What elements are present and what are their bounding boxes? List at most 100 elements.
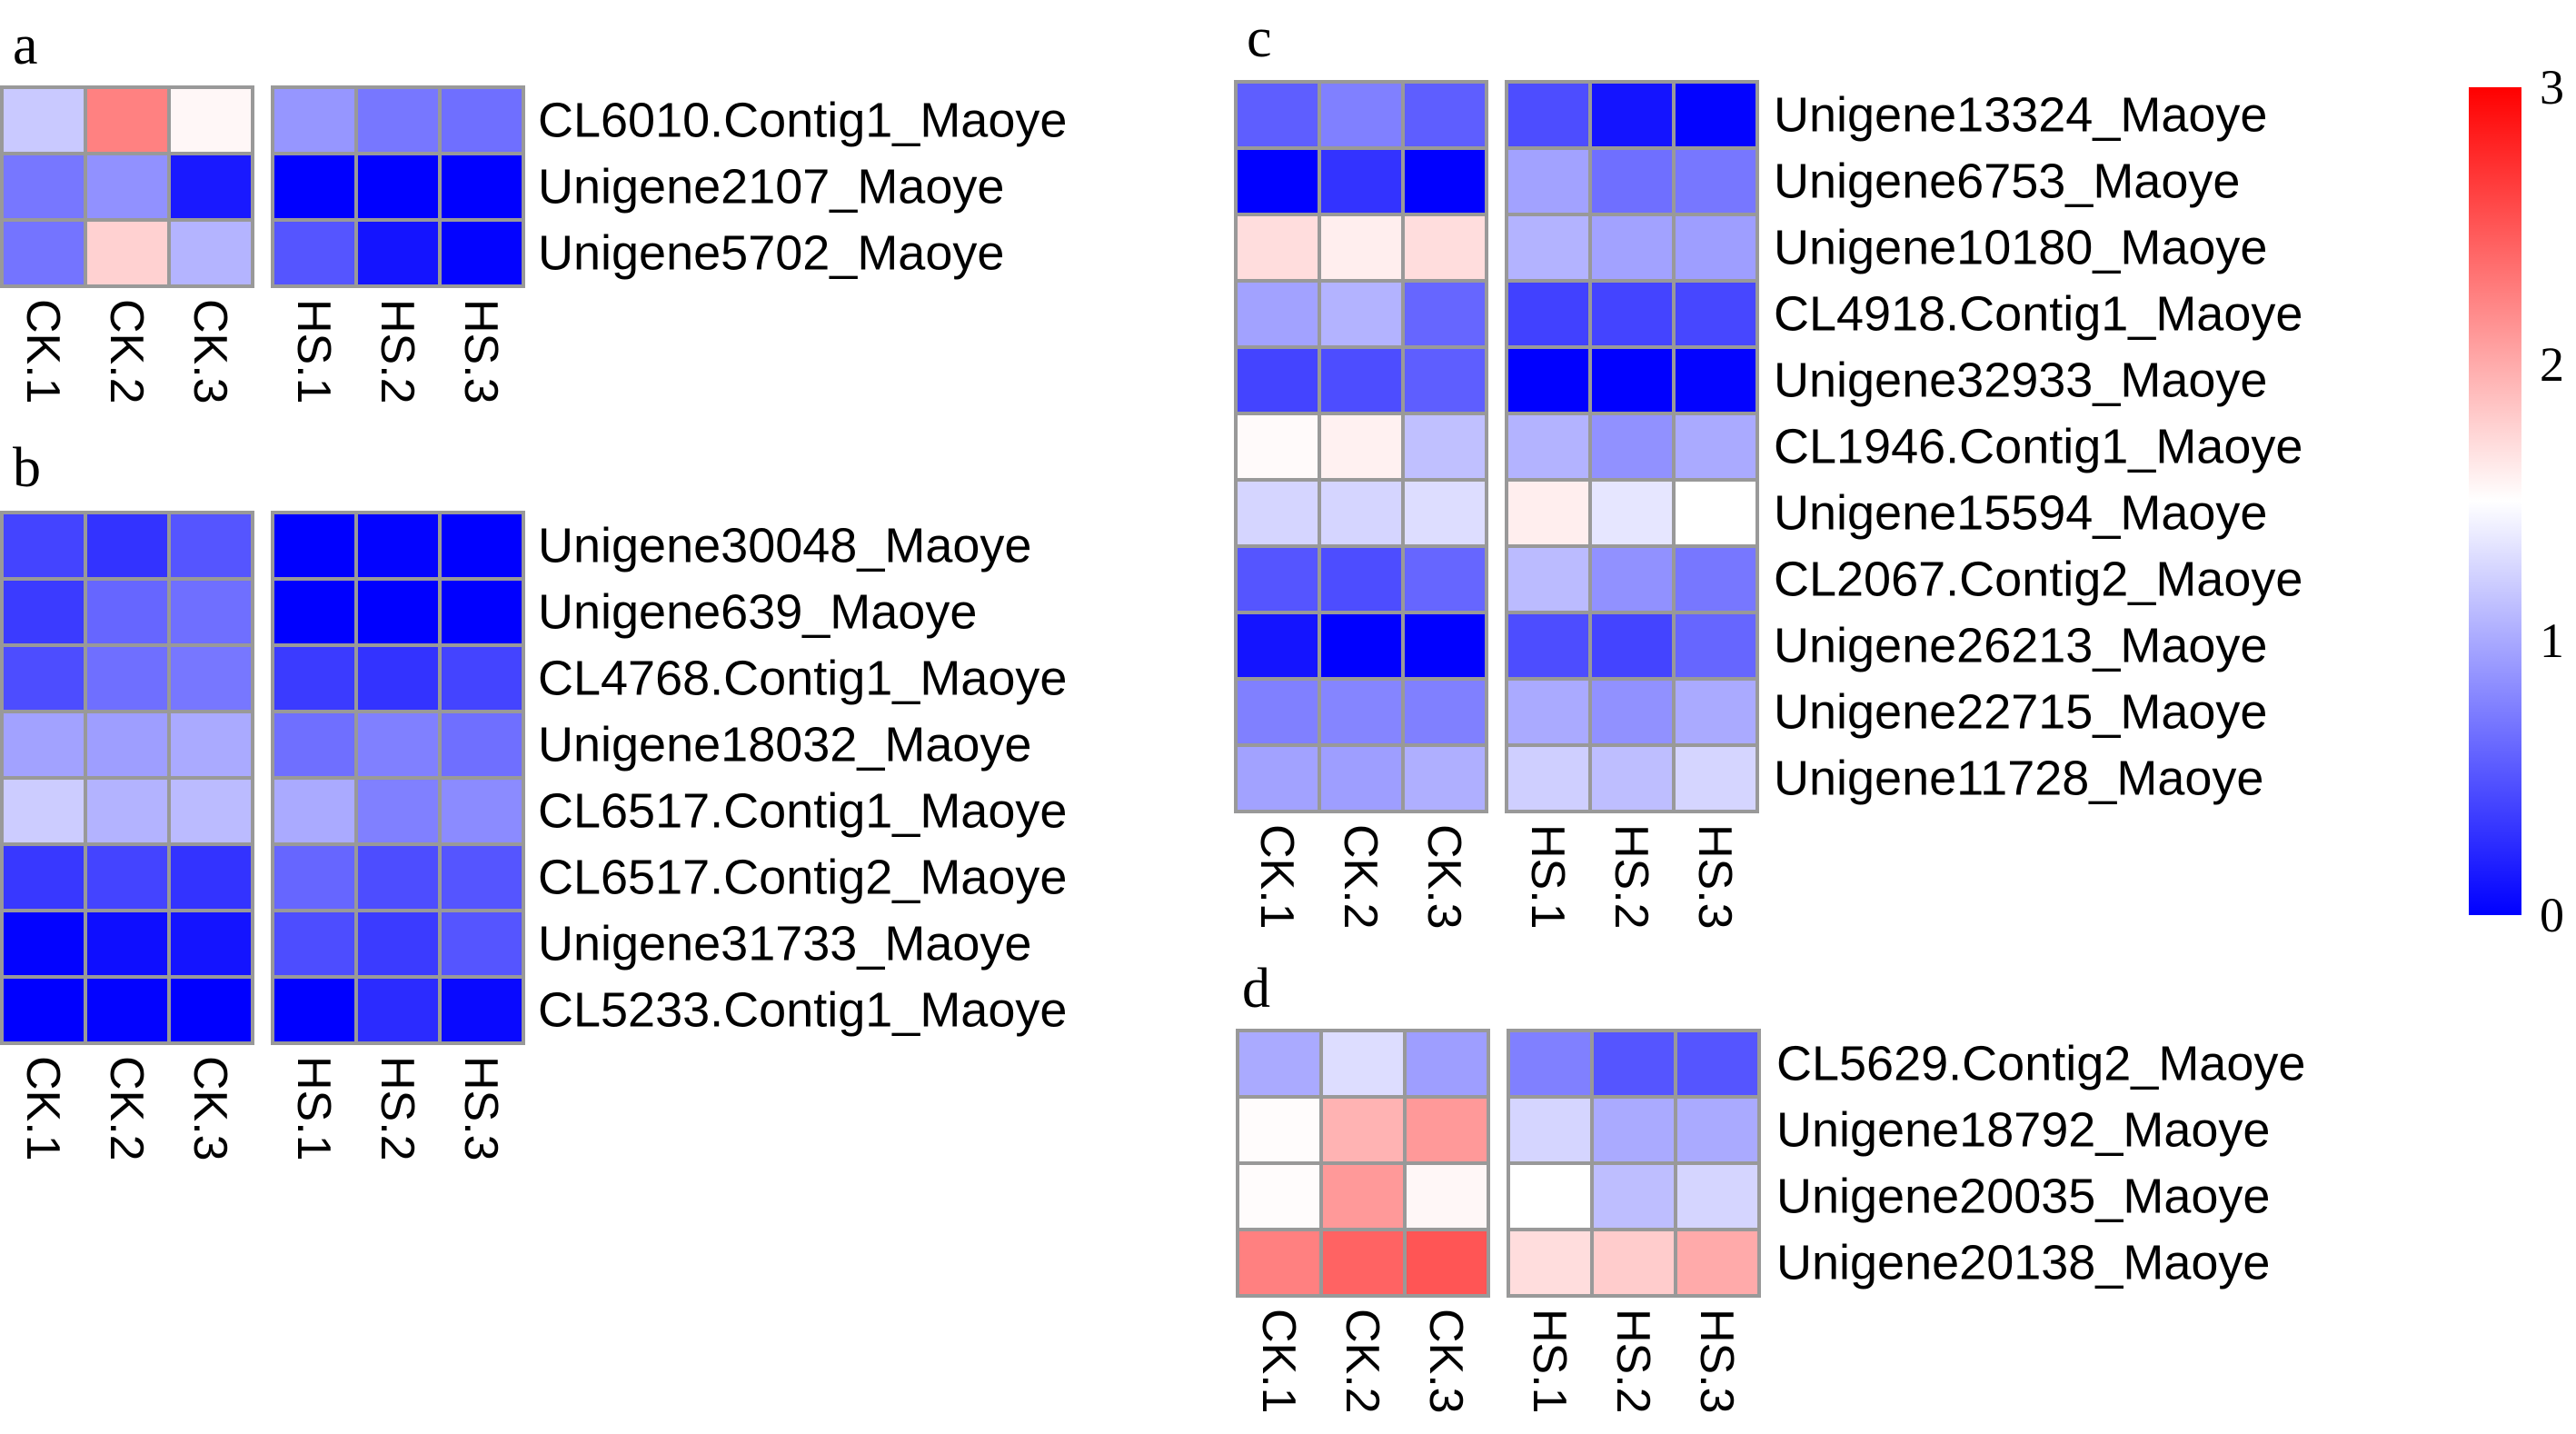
row-label: Unigene11728_Maoye — [1774, 752, 2263, 806]
heatmap-cell — [274, 155, 354, 218]
heatmap-cell — [171, 222, 251, 284]
heatmap-cell — [1594, 1032, 1674, 1095]
row-label: CL2067.Contig2_Maoye — [1774, 553, 2302, 607]
heatmap-cell — [1321, 415, 1401, 478]
column-label: CK.1 — [1252, 1309, 1305, 1414]
colorbar — [2469, 87, 2521, 915]
heatmap-cell — [1405, 482, 1485, 544]
heatmap-cell — [171, 846, 251, 909]
heatmap-cell — [1508, 84, 1588, 146]
heatmap-cell — [171, 89, 251, 152]
heatmap-cell — [1510, 1165, 1590, 1228]
heatmap-cell — [1592, 84, 1672, 146]
heatmap-cell — [4, 514, 84, 577]
heatmap-cell — [1323, 1165, 1403, 1228]
heatmap-cell — [1508, 614, 1588, 677]
row-label: Unigene18792_Maoye — [1776, 1103, 2270, 1158]
heatmap-cell — [1321, 614, 1401, 677]
row-label: Unigene2107_Maoye — [538, 160, 1004, 214]
row-label: Unigene6753_Maoye — [1774, 154, 2240, 209]
heatmap-cell — [1405, 415, 1485, 478]
colorbar-tick-3: 3 — [2540, 60, 2564, 115]
heatmap-cell — [1592, 150, 1672, 213]
heatmap-cell — [1508, 415, 1588, 478]
heatmap-cell — [1676, 150, 1755, 213]
heatmap-cell — [4, 581, 84, 643]
heatmap-cell — [4, 647, 84, 710]
row-label: Unigene5702_Maoye — [538, 226, 1004, 281]
heatmap-cell — [358, 912, 438, 975]
heatmap-cell — [4, 846, 84, 909]
column-label: HS.3 — [454, 299, 507, 404]
panel-label-d: d — [1242, 958, 1270, 1020]
row-label: Unigene13324_Maoye — [1774, 88, 2267, 143]
heatmap-cell — [274, 979, 354, 1041]
heatmap-cell — [1238, 84, 1318, 146]
heatmap-cell — [1407, 1032, 1487, 1095]
row-label: CL1946.Contig1_Maoye — [1774, 420, 2302, 474]
heatmap-cell — [171, 912, 251, 975]
heatmap-cell — [358, 846, 438, 909]
heatmap-cell — [1508, 681, 1588, 743]
heatmap-cell — [358, 514, 438, 577]
heatmap-cell — [1321, 681, 1401, 743]
heatmap-cell — [1592, 614, 1672, 677]
heatmap-cell — [1592, 681, 1672, 743]
column-label: HS.1 — [287, 1056, 340, 1161]
column-label: HS.3 — [454, 1056, 507, 1161]
heatmap-cell — [1321, 747, 1401, 810]
heatmap-cell — [1238, 349, 1318, 412]
heatmap-cell — [1592, 747, 1672, 810]
heatmap-cell — [1592, 415, 1672, 478]
heatmap-cell — [1676, 548, 1755, 611]
heatmap-cell — [442, 89, 522, 152]
heatmap-cell — [1676, 415, 1755, 478]
heatmap-cell — [4, 912, 84, 975]
heatmap-cell — [1510, 1231, 1590, 1294]
heatmap-cell — [171, 647, 251, 710]
heatmap-cell — [442, 581, 522, 643]
row-label: Unigene22715_Maoye — [1774, 685, 2267, 740]
heatmap-cell — [87, 979, 167, 1041]
heatmap-cell — [274, 222, 354, 284]
heatmap-cell — [1677, 1165, 1757, 1228]
heatmap-cell — [1592, 349, 1672, 412]
heatmap-cell — [1238, 482, 1318, 544]
heatmap-cell — [1676, 349, 1755, 412]
column-label: CK.1 — [16, 299, 69, 404]
heatmap-cell — [1407, 1165, 1487, 1228]
row-label: CL6517.Contig1_Maoye — [538, 784, 1067, 839]
heatmap-cell — [1323, 1231, 1403, 1294]
heatmap-cell — [171, 713, 251, 776]
row-label: Unigene15594_Maoye — [1774, 486, 2267, 541]
heatmap-cell — [358, 89, 438, 152]
heatmap-cell — [274, 713, 354, 776]
heatmap-cell — [442, 979, 522, 1041]
row-label: Unigene32933_Maoye — [1774, 354, 2267, 408]
heatmap-cell — [1508, 216, 1588, 279]
heatmap-cell — [1239, 1099, 1319, 1161]
heatmap-cell — [1239, 1231, 1319, 1294]
column-label: CK.3 — [1417, 824, 1470, 930]
heatmap-cell — [1238, 614, 1318, 677]
heatmap-cell — [1405, 150, 1485, 213]
heatmap-cell — [274, 581, 354, 643]
heatmap-cell — [1592, 283, 1672, 345]
colorbar-tick-1: 1 — [2540, 613, 2564, 668]
row-label: Unigene26213_Maoye — [1774, 619, 2267, 673]
heatmap-cell — [171, 514, 251, 577]
heatmap-cell — [358, 155, 438, 218]
row-label: Unigene639_Maoye — [538, 585, 977, 640]
heatmap-cell — [274, 912, 354, 975]
heatmap-cell — [1677, 1099, 1757, 1161]
heatmap-cell — [274, 89, 354, 152]
heatmap-cell — [1405, 84, 1485, 146]
row-label: Unigene30048_Maoye — [538, 519, 1031, 573]
heatmap-cell — [358, 647, 438, 710]
column-label: CK.2 — [1334, 824, 1387, 930]
heatmap-cell — [1239, 1165, 1319, 1228]
heatmap-cell — [4, 979, 84, 1041]
column-label: HS.3 — [1690, 1309, 1743, 1414]
heatmap-cell — [442, 155, 522, 218]
column-label: HS.1 — [1523, 1309, 1576, 1414]
